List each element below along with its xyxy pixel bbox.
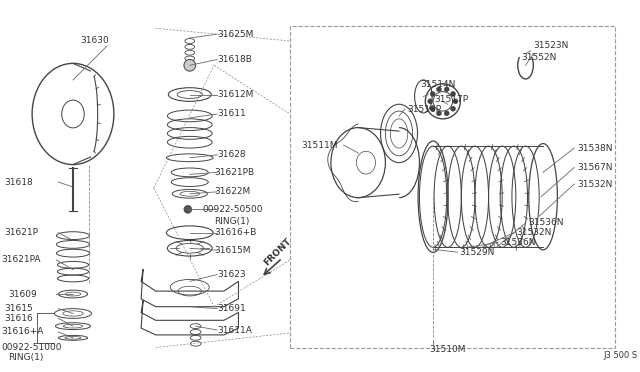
Circle shape — [451, 106, 456, 111]
Text: 31523N: 31523N — [533, 41, 569, 50]
Text: 31691: 31691 — [217, 304, 246, 313]
Text: 31532N: 31532N — [516, 228, 551, 237]
Text: 31517P: 31517P — [434, 95, 468, 104]
Text: 31618: 31618 — [4, 177, 33, 187]
Text: 31514N: 31514N — [420, 80, 456, 89]
Text: 31529N: 31529N — [460, 248, 495, 257]
Text: 31538N: 31538N — [577, 144, 612, 153]
Text: 31630: 31630 — [81, 36, 109, 45]
Text: 31567N: 31567N — [577, 163, 612, 172]
Circle shape — [430, 92, 435, 96]
Circle shape — [184, 205, 192, 213]
Text: 31611: 31611 — [217, 109, 246, 118]
Circle shape — [444, 87, 449, 92]
Text: 31616: 31616 — [4, 314, 33, 323]
Text: 31511M: 31511M — [301, 141, 338, 150]
Text: 31611A: 31611A — [217, 326, 252, 334]
Text: 31615: 31615 — [4, 304, 33, 313]
Text: 31625M: 31625M — [217, 30, 253, 39]
Text: 31621P: 31621P — [4, 228, 38, 237]
Text: 31536N: 31536N — [500, 238, 536, 247]
Text: 31616+B: 31616+B — [214, 228, 257, 237]
Text: 31532N: 31532N — [577, 180, 612, 189]
Circle shape — [436, 87, 442, 92]
Circle shape — [184, 60, 196, 71]
Circle shape — [444, 111, 449, 116]
Text: 31536N: 31536N — [529, 218, 564, 228]
Text: 31516P: 31516P — [407, 105, 441, 113]
Text: 31615M: 31615M — [214, 246, 251, 255]
Circle shape — [430, 106, 435, 111]
Text: 00922-51000: 00922-51000 — [1, 343, 61, 352]
Text: RING(1): RING(1) — [214, 217, 250, 225]
Text: 31622M: 31622M — [214, 187, 250, 196]
Text: 31612M: 31612M — [217, 90, 253, 99]
Text: 31621PB: 31621PB — [214, 168, 254, 177]
Text: 31623: 31623 — [217, 270, 246, 279]
Text: 31510M: 31510M — [429, 345, 466, 354]
Text: 31628: 31628 — [217, 150, 246, 159]
Text: FRONT: FRONT — [262, 237, 292, 267]
Bar — [290, 26, 615, 347]
Circle shape — [428, 99, 433, 104]
Text: 31616+A: 31616+A — [1, 327, 44, 337]
Text: 31621PA: 31621PA — [1, 256, 40, 264]
Bar — [516, 49, 534, 57]
Text: 31552N: 31552N — [522, 53, 557, 62]
Circle shape — [453, 99, 458, 104]
Circle shape — [451, 92, 456, 96]
Circle shape — [436, 111, 442, 116]
Text: J3 500 S: J3 500 S — [604, 351, 637, 360]
Text: 31609: 31609 — [8, 289, 36, 298]
Text: 00922-50500: 00922-50500 — [202, 205, 263, 214]
Text: RING(1): RING(1) — [8, 353, 43, 362]
Text: 31618B: 31618B — [217, 55, 252, 64]
